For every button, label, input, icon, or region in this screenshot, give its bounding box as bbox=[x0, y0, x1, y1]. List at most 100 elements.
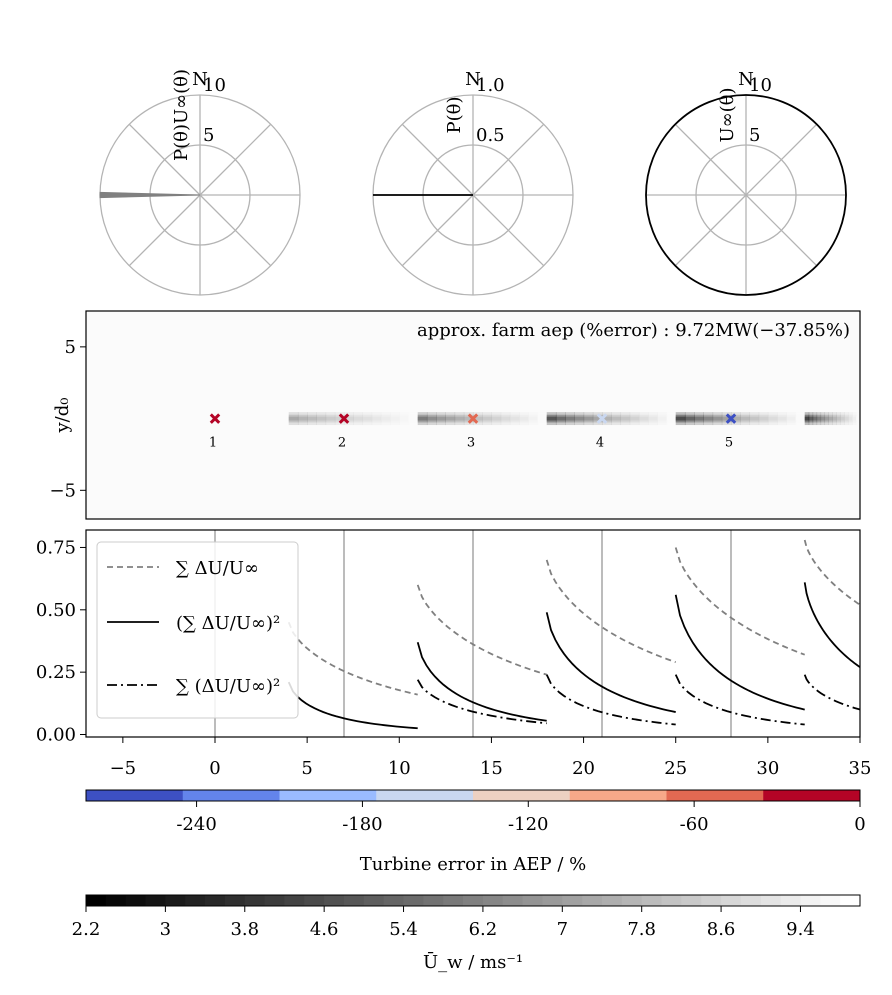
wake-cell bbox=[325, 416, 336, 421]
north-label: N bbox=[192, 69, 208, 90]
wake-cell bbox=[767, 416, 778, 421]
colorbar-tick-label: 9.4 bbox=[786, 919, 815, 940]
wake-cell bbox=[574, 414, 585, 423]
wake-cell bbox=[812, 416, 818, 421]
turbine-marker bbox=[596, 413, 608, 424]
wake-cell bbox=[362, 412, 373, 426]
wake-cell bbox=[325, 412, 336, 426]
polar-grid bbox=[645, 94, 847, 296]
colorbar-cell bbox=[621, 895, 643, 906]
wake-cell bbox=[684, 416, 695, 421]
wake-cell bbox=[537, 412, 548, 426]
polar-grid bbox=[372, 94, 574, 296]
wake-cell bbox=[288, 414, 299, 423]
colorbar-tick-label: -60 bbox=[680, 814, 709, 835]
wake-cell bbox=[362, 414, 373, 423]
y-tick-label: 0.25 bbox=[36, 662, 76, 683]
legend: ∑ ΔU/U∞ (∑ ΔU/U∞)² ∑ (ΔU/U∞)² bbox=[96, 541, 299, 719]
wake-cell bbox=[648, 416, 658, 421]
wake-cell bbox=[740, 416, 751, 421]
turbine-error-colorbar: -240 -180 -120 -60 0 Turbine error in AEP / … bbox=[85, 789, 866, 875]
turbine-marker bbox=[338, 413, 350, 424]
colorbar-cell bbox=[443, 895, 464, 906]
wake-cell bbox=[684, 412, 695, 426]
colorbar-cell bbox=[244, 895, 266, 906]
wake-cell bbox=[638, 412, 649, 426]
wake-cell bbox=[852, 416, 857, 421]
colorbar-cell bbox=[602, 895, 623, 906]
colorbar-cell bbox=[681, 895, 702, 906]
wake-cell bbox=[574, 416, 585, 421]
wake-cell bbox=[848, 414, 853, 423]
wake-cell bbox=[795, 416, 806, 421]
colorbar-cell bbox=[482, 895, 504, 906]
north-label: N bbox=[738, 69, 754, 90]
wake-cell bbox=[537, 414, 548, 423]
colorbar-cell bbox=[145, 895, 166, 906]
colorbar-label: Ū_w / ms⁻¹ bbox=[423, 950, 523, 973]
colorbar-cell bbox=[224, 895, 246, 906]
wake-cell bbox=[629, 416, 640, 421]
wake-cell bbox=[353, 414, 364, 423]
wake-cell bbox=[694, 412, 704, 426]
colorbar-cell bbox=[582, 895, 603, 906]
wake-cell bbox=[602, 412, 612, 426]
wake-cell bbox=[445, 412, 456, 426]
colorbar-cell bbox=[701, 895, 722, 906]
colorbar-cell bbox=[324, 895, 345, 906]
wake-cell bbox=[816, 414, 822, 423]
y-tick-label: 0.00 bbox=[36, 725, 76, 746]
wake-cell bbox=[390, 414, 400, 423]
radial-tick-label: 10 bbox=[203, 75, 226, 96]
x-tick-label: 0 bbox=[209, 758, 220, 779]
wake-cell bbox=[555, 416, 566, 421]
colorbar-cell bbox=[760, 895, 782, 906]
farm-aep-annotation: approx. farm aep (%error) : 9.72MW(−37.8… bbox=[417, 320, 850, 341]
y-axis-ticks: 0.00 0.25 0.50 0.75 bbox=[36, 537, 86, 746]
colorbar-cell bbox=[185, 895, 206, 906]
colorbar-cell bbox=[264, 895, 285, 906]
colorbar-tick-label: -120 bbox=[508, 814, 548, 835]
wake-cell bbox=[408, 416, 419, 421]
wake-cell bbox=[390, 416, 400, 421]
colorbar-cell bbox=[423, 895, 444, 906]
series-dashed-segment bbox=[416, 584, 547, 676]
wake-cell bbox=[509, 412, 520, 426]
wake-cell bbox=[740, 412, 751, 426]
colorbar-cell bbox=[304, 895, 325, 906]
wake-cell bbox=[445, 416, 456, 421]
wake-cell bbox=[856, 412, 860, 426]
colorbar-cell bbox=[502, 895, 524, 906]
colorbar-tick-label: 5.4 bbox=[389, 919, 418, 940]
series-dashed-segment bbox=[674, 547, 806, 656]
wake-cell bbox=[380, 416, 391, 421]
colorbar-cell bbox=[763, 790, 861, 801]
wake-cell bbox=[666, 416, 677, 421]
wake-cell bbox=[703, 412, 714, 426]
wake-cell bbox=[808, 414, 814, 423]
wake-cell bbox=[657, 412, 668, 426]
wake-cell bbox=[583, 412, 594, 426]
wake-cell bbox=[583, 414, 594, 423]
wind-speed-circle bbox=[645, 94, 847, 296]
wake-cell bbox=[832, 412, 837, 426]
wake-cell bbox=[583, 416, 594, 421]
wake-cell bbox=[840, 416, 845, 421]
wake-cell bbox=[426, 412, 437, 426]
wake-cell bbox=[749, 412, 760, 426]
y-axis-label: y/d₀ bbox=[52, 398, 73, 434]
wake-cell bbox=[844, 412, 849, 426]
series-lines bbox=[287, 539, 860, 730]
colorbar-cell bbox=[86, 895, 107, 906]
flow-field-heatmap: 1 2 3 4 5 5 −5 approx. farm aep (%error) : 9.… bbox=[49, 310, 861, 520]
wake-cell bbox=[519, 414, 529, 423]
wake-cell bbox=[555, 412, 566, 426]
wake-cell bbox=[565, 412, 575, 426]
wake-cell bbox=[828, 416, 833, 421]
turbine-label: 2 bbox=[338, 436, 346, 451]
colorbar-cell bbox=[284, 895, 305, 906]
wake-cell bbox=[657, 416, 668, 421]
wake-cell bbox=[804, 416, 810, 421]
colorbar-tick-label: 0 bbox=[854, 814, 865, 835]
wake-cell bbox=[812, 414, 818, 423]
